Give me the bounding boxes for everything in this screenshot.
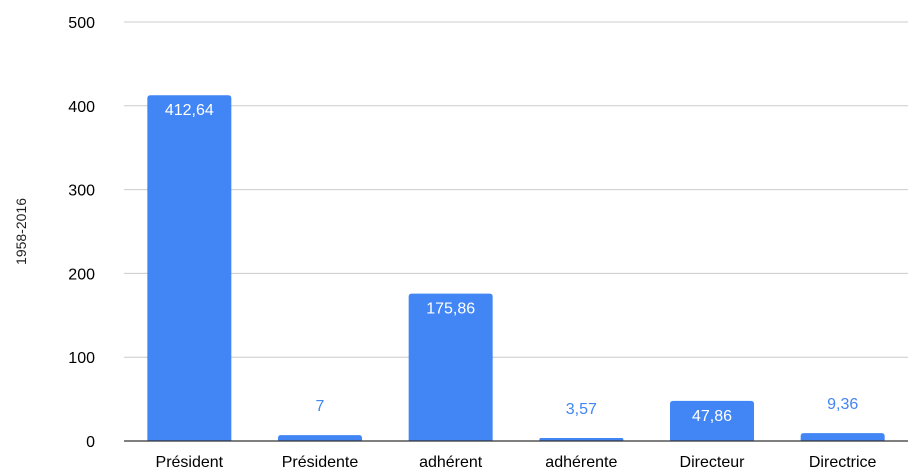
bars xyxy=(147,95,885,442)
y-tick-label: 400 xyxy=(68,99,95,116)
y-axis-label: 1958-2016 xyxy=(13,198,29,265)
bar xyxy=(278,435,362,441)
data-label: 3,57 xyxy=(566,401,597,418)
data-label: 47,86 xyxy=(692,408,732,425)
bar xyxy=(539,438,624,441)
y-tick-label: 0 xyxy=(86,434,95,451)
y-tick-label: 300 xyxy=(68,183,95,200)
y-tick-label: 100 xyxy=(68,350,95,367)
bar xyxy=(408,293,493,441)
x-category-label: Directeur xyxy=(680,454,746,469)
x-category-label: adhérente xyxy=(545,454,617,469)
x-category-label: Directrice xyxy=(809,454,877,469)
x-category-label: Président xyxy=(156,454,224,469)
data-label: 412,64 xyxy=(165,102,214,119)
y-axis-tick-labels: 0 100 200 300 400 500 xyxy=(68,15,95,451)
bar xyxy=(147,95,232,442)
x-axis-category-labels: Président Présidente adhérent adhérente Dire… xyxy=(156,454,877,469)
bar xyxy=(800,433,885,441)
grid-lines xyxy=(124,21,908,358)
bar xyxy=(670,400,754,441)
data-label: 7 xyxy=(316,398,325,415)
x-category-label: adhérent xyxy=(419,454,483,469)
data-label: 9,36 xyxy=(827,396,858,413)
y-tick-label: 500 xyxy=(68,15,95,32)
y-tick-label: 200 xyxy=(68,266,95,283)
data-labels: 412,64 7 175,86 3,57 47,86 9,36 xyxy=(165,102,858,425)
data-label: 175,86 xyxy=(426,301,475,318)
x-category-label: Présidente xyxy=(282,454,359,469)
